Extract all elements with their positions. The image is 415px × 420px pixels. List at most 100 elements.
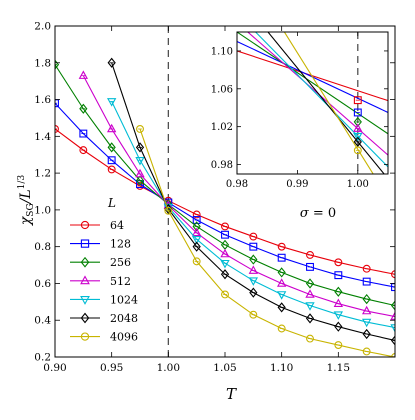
series-point-L4096: [306, 334, 314, 343]
legend-marker-L256: [80, 256, 90, 268]
series-point-L256: [79, 103, 88, 114]
series-point-L256: [362, 293, 371, 305]
inset-x-tick-label: 0.98: [226, 179, 248, 190]
series-point-L256: [334, 286, 343, 297]
series-point-L1024: [106, 98, 117, 107]
series-point-L2048: [362, 328, 371, 340]
series-point-L1024: [305, 302, 315, 311]
y-tick-label: 1.4: [34, 131, 51, 143]
series-point-L64: [221, 222, 229, 231]
series-point-L256: [277, 267, 286, 278]
inset-series-group: [237, 32, 388, 174]
series-point-L128: [277, 253, 286, 262]
series-point-L64: [306, 250, 314, 259]
series-point-L4096: [136, 125, 144, 133]
inset-line-L4096: [283, 32, 374, 174]
series-point-L128: [55, 99, 59, 108]
series-point-L64: [277, 242, 286, 251]
series-point-L128: [391, 283, 395, 292]
series-point-L512: [191, 227, 202, 237]
x-tick-label: 1.10: [270, 362, 293, 374]
series-point-L2048: [164, 203, 173, 215]
y-tick-label: 0.8: [34, 241, 51, 253]
y-tick-label: 1.8: [34, 57, 51, 69]
y-tick-label: 1.0: [34, 204, 51, 216]
inset-point-L2048: [353, 136, 362, 147]
y-axis-label: χSG/L1/3: [17, 175, 36, 227]
x-tick-label: 0.90: [43, 362, 66, 374]
series-point-L128: [249, 242, 258, 251]
legend: L 64 128 256 512 1024 2048 4096: [70, 196, 138, 344]
series-point-L2048: [390, 335, 395, 346]
series-point-L64: [362, 264, 371, 273]
series-point-L512: [106, 123, 117, 133]
y-axis-label-main: χ: [18, 215, 34, 226]
series-point-L512: [220, 248, 230, 258]
series-point-L1024: [276, 291, 287, 300]
legend-title: L: [107, 196, 116, 210]
main-plot: 0.90 0.95 1.00 1.05 1.10 1.15 0.2 0.4 0.6 0.8 1.0 1…: [34, 21, 396, 374]
inset-x-tick-label: 0.99: [286, 179, 308, 190]
series-point-L512: [333, 298, 344, 307]
y-axis-label-sup: 1/3: [17, 175, 27, 190]
legend-label-L128: 128: [110, 238, 131, 251]
series-point-L2048: [277, 302, 286, 313]
series-point-L64: [192, 210, 201, 219]
series-point-L2048: [192, 241, 201, 252]
y-axis-label-group: χSG/L1/3: [17, 175, 36, 227]
series-point-L128: [79, 129, 88, 138]
series-point-L512: [305, 289, 315, 298]
inset-line-L512: [246, 32, 388, 156]
series-point-L512: [390, 311, 395, 320]
inset-y-tick-label: 1.06: [211, 84, 233, 95]
inset-line-L2048: [267, 32, 385, 174]
legend-marker-L2048: [80, 312, 90, 324]
inset-line-L256: [237, 32, 388, 135]
inset-point-L64: [353, 96, 362, 105]
sigma-value: = 0: [309, 206, 336, 221]
series-point-L2048: [220, 269, 230, 280]
inset-y-tick-label: 1.10: [211, 46, 233, 57]
x-tick-label: 1.00: [157, 362, 180, 374]
series-point-L4096: [334, 341, 343, 349]
y-axis-label-mid: /L: [18, 189, 34, 205]
series-point-L256: [390, 300, 395, 311]
legend-label-L2048: 2048: [110, 312, 138, 325]
series-point-L64: [55, 125, 59, 133]
series-point-L64: [334, 258, 343, 267]
inset-point-L512: [353, 123, 363, 132]
y-tick-label: 1.2: [34, 168, 51, 180]
series-point-L4096: [277, 324, 286, 333]
x-tick-label: 0.95: [100, 362, 123, 374]
series-point-L4096: [221, 290, 229, 299]
legend-label-L1024: 1024: [110, 293, 138, 306]
inset-point-L4096: [353, 146, 362, 155]
inset-frame: [236, 31, 389, 175]
x-tick-label: 1.05: [213, 362, 236, 374]
series-point-L1024: [248, 277, 259, 286]
series-line-L512: [82, 75, 395, 318]
series-point-L4096: [192, 257, 201, 266]
legend-label-L4096: 4096: [110, 331, 138, 344]
legend-label-L64: 64: [110, 219, 124, 232]
series-point-L256: [305, 278, 315, 289]
legend-marker-L1024: [80, 295, 90, 305]
series-point-L2048: [135, 142, 145, 153]
inset-y-tick-label: 0.98: [211, 160, 233, 171]
series-point-L2048: [334, 321, 343, 332]
series-point-L2048: [249, 287, 258, 298]
series-point-L1024: [135, 156, 145, 166]
series-point-L256: [107, 142, 116, 153]
inset-line-L64: [237, 50, 388, 102]
inset-plot: 0.98 0.99 1.00 0.98 1.02 1.06 1.10: [211, 31, 389, 190]
series-point-L64: [107, 165, 116, 174]
inset-point-L256: [353, 116, 362, 128]
series-point-L128: [107, 156, 116, 165]
y-tick-label: 0.6: [34, 278, 51, 290]
main-series-group: [55, 26, 395, 357]
series-point-L1024: [220, 259, 230, 269]
y-tick-label: 1.6: [34, 94, 51, 106]
series-point-L2048: [107, 57, 116, 68]
